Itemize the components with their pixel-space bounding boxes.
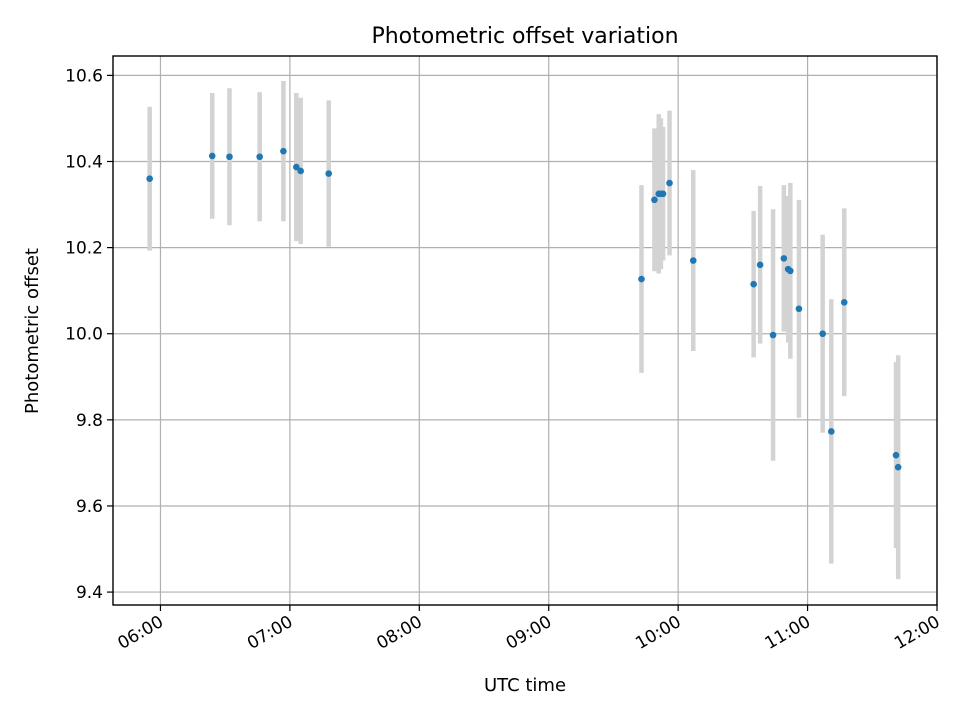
y-tick-label: 10.0 <box>65 325 103 345</box>
data-point <box>750 280 757 288</box>
data-point <box>659 190 667 198</box>
data-point <box>651 196 658 204</box>
data-point <box>689 257 697 264</box>
data-point <box>840 298 848 306</box>
x-tick-label: 10:00 <box>632 612 684 654</box>
data-point <box>787 267 794 275</box>
data-point <box>638 275 645 283</box>
data-point <box>297 167 304 175</box>
data-point <box>226 153 233 161</box>
x-tick-label: 12:00 <box>891 612 943 654</box>
y-tick-label: 9.6 <box>76 497 103 517</box>
x-tick-label: 11:00 <box>762 612 814 654</box>
data-point <box>293 163 300 171</box>
data-point <box>280 147 287 155</box>
x-axis-ticks: 06:00 07:00 08:00 09:00 10:00 11:00 12:00 <box>115 605 944 654</box>
data-point <box>780 255 788 262</box>
data-point <box>828 428 835 435</box>
data-point <box>325 170 333 177</box>
data-point <box>146 175 153 183</box>
grid <box>113 56 938 605</box>
x-tick-label: 06:00 <box>115 612 167 654</box>
x-tick-label: 07:00 <box>244 612 296 654</box>
data-points <box>146 147 902 471</box>
y-axis-label: Photometric offset <box>22 248 43 414</box>
data-point <box>819 330 826 338</box>
data-point <box>756 261 764 269</box>
data-point <box>666 179 673 187</box>
chart-title: Photometric offset variation <box>371 24 678 49</box>
x-axis-label: UTC time <box>484 675 566 696</box>
data-point <box>795 305 803 313</box>
plot-frame <box>112 55 938 606</box>
y-tick-label: 9.8 <box>76 411 103 431</box>
x-tick-label: 09:00 <box>503 612 555 654</box>
y-tick-label: 9.4 <box>76 583 103 603</box>
x-tick-label: 08:00 <box>373 612 425 654</box>
data-point <box>894 463 902 471</box>
y-axis-ticks: 9.4 9.6 9.8 10.0 10.2 10.4 10.6 <box>65 66 113 603</box>
data-point <box>256 153 263 161</box>
y-tick-label: 10.6 <box>65 66 103 86</box>
data-point <box>769 331 777 339</box>
y-tick-label: 10.2 <box>65 239 103 259</box>
data-point <box>892 451 900 459</box>
y-tick-label: 10.4 <box>65 152 103 172</box>
data-point <box>208 152 216 160</box>
